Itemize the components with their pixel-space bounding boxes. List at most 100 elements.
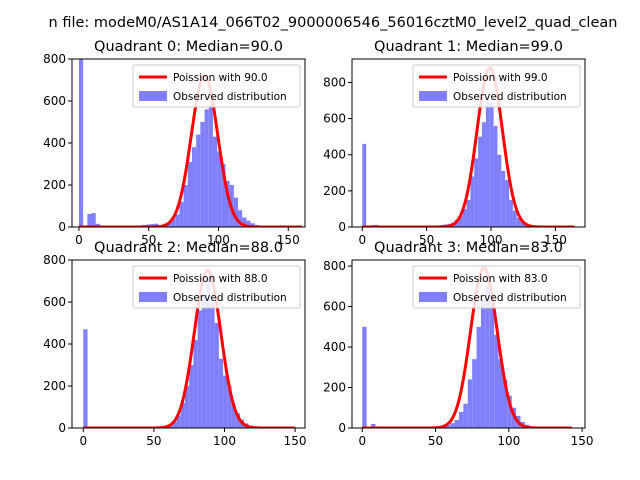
histogram-bar (184, 386, 190, 428)
histogram-bar (208, 105, 213, 227)
legend-box (412, 64, 581, 108)
histogram-bar (200, 122, 205, 227)
histogram-bar (78, 59, 84, 227)
plot-area (361, 66, 576, 227)
histogram-bar (242, 217, 247, 227)
histogram-bar (466, 199, 471, 227)
y-tick-label: 200 (43, 178, 66, 192)
legend: Poission with 99.0 Observed distribution (412, 64, 581, 108)
histogram-bar (223, 375, 228, 428)
histogram-bar (176, 415, 181, 428)
histogram-bar (196, 134, 201, 227)
histogram-bar (476, 326, 481, 428)
histogram-bar (516, 217, 521, 227)
histogram-bar (480, 298, 486, 428)
y-tick-label: 600 (43, 94, 66, 108)
figure-suptitle: n file: modeM0/AS1A14_066T02_9000006546_… (49, 15, 618, 31)
histogram-bar (225, 180, 230, 227)
histogram-bar (362, 143, 367, 227)
histogram-bar (362, 326, 367, 428)
legend-label-observed: Observed distribution (453, 292, 567, 304)
y-tick-label: 800 (43, 253, 66, 267)
legend-box (412, 265, 581, 309)
histogram-bar (505, 180, 510, 227)
histogram-bar (454, 419, 459, 428)
legend-label-observed: Observed distribution (173, 292, 287, 304)
histogram-bar (445, 425, 451, 428)
x-tick-label: 150 (277, 233, 300, 247)
histogram-bar (458, 216, 463, 227)
histogram-bar (371, 423, 376, 428)
legend: Poission with 88.0 Observed distribution (132, 265, 301, 309)
y-tick-label: 600 (43, 295, 66, 309)
legend-box (132, 265, 301, 309)
histogram-bar (235, 413, 241, 428)
subplot-quadrant-3: Quadrant 3: Median=83.0 0 50 100 150 0 200 400 6… (323, 240, 593, 448)
histogram-bar (189, 365, 194, 428)
histogram-bar (497, 154, 502, 227)
legend-patch-swatch (139, 91, 167, 101)
x-tick-label: 0 (79, 434, 87, 448)
histogram-bar (478, 136, 483, 227)
histogram-bar (250, 223, 255, 227)
y-tick-label: 800 (323, 75, 346, 89)
histogram-bar (214, 323, 219, 428)
y-tick-label: 200 (323, 381, 346, 395)
legend: Poission with 83.0 Observed distribution (412, 265, 581, 309)
histogram-bar (87, 213, 92, 227)
x-tick-label: 50 (146, 434, 161, 448)
subplot-title: Quadrant 2: Median=88.0 (94, 240, 283, 256)
y-tick-label: 0 (338, 220, 346, 234)
histogram-bar (246, 220, 251, 227)
x-tick-label: 50 (141, 233, 156, 247)
histogram-bar (175, 214, 180, 227)
histogram-bar (83, 329, 88, 428)
histogram-bar (489, 102, 494, 227)
subplot-title: Quadrant 1: Median=99.0 (374, 39, 563, 55)
histogram-bar (489, 298, 495, 428)
legend-patch-swatch (139, 292, 167, 302)
histogram-bar (458, 411, 464, 428)
histogram-bar (171, 218, 176, 227)
legend-patch-swatch (419, 292, 447, 302)
legend-box (132, 64, 301, 108)
x-tick-label: 100 (207, 233, 230, 247)
x-tick-label: 150 (284, 434, 307, 448)
x-tick-label: 0 (75, 233, 83, 247)
subplot-quadrant-0: Quadrant 0: Median=90.0 0 50 100 150 0 200 400 6… (43, 39, 306, 247)
subplot-title: Quadrant 3: Median=83.0 (374, 240, 563, 256)
histogram-bar (172, 422, 177, 428)
histogram-bar (485, 100, 490, 227)
y-tick-label: 600 (323, 112, 346, 126)
y-tick-label: 400 (43, 337, 66, 351)
x-tick-label: 100 (497, 434, 520, 448)
subplot-quadrant-1: Quadrant 1: Median=99.0 0 50 100 150 0 200 400 6… (323, 39, 586, 247)
histogram-bar (450, 423, 455, 428)
histogram-bar (498, 359, 503, 428)
y-tick-label: 400 (323, 340, 346, 354)
x-tick-label: 100 (213, 434, 236, 448)
legend: Poission with 90.0 Observed distribution (132, 64, 301, 108)
legend-label-poisson: Poission with 83.0 (453, 273, 548, 285)
histogram-bar (191, 147, 197, 227)
histogram-bar (507, 395, 512, 428)
histogram-bar (180, 402, 185, 428)
histogram-bar (482, 122, 486, 227)
histogram-bar (501, 171, 506, 227)
histogram-bar (91, 213, 96, 227)
subplot-grid: Quadrant 0: Median=90.0 0 50 100 150 0 200 400 6… (43, 39, 593, 448)
subplot-quadrant-2: Quadrant 2: Median=88.0 0 50 100 150 0 200 400 6… (43, 240, 306, 448)
legend-label-poisson: Poission with 90.0 (173, 72, 268, 84)
legend-patch-swatch (419, 91, 447, 101)
x-tick-label: 0 (358, 233, 366, 247)
histogram-bar (493, 125, 498, 227)
histogram-bar (502, 379, 508, 428)
x-tick-label: 50 (419, 233, 434, 247)
axes-frame (351, 259, 586, 429)
histogram-bar (233, 197, 239, 227)
legend-label-poisson: Poission with 88.0 (173, 273, 268, 285)
legend-label-observed: Observed distribution (173, 91, 287, 103)
x-tick-label: 50 (428, 434, 443, 448)
y-tick-label: 400 (323, 148, 346, 162)
